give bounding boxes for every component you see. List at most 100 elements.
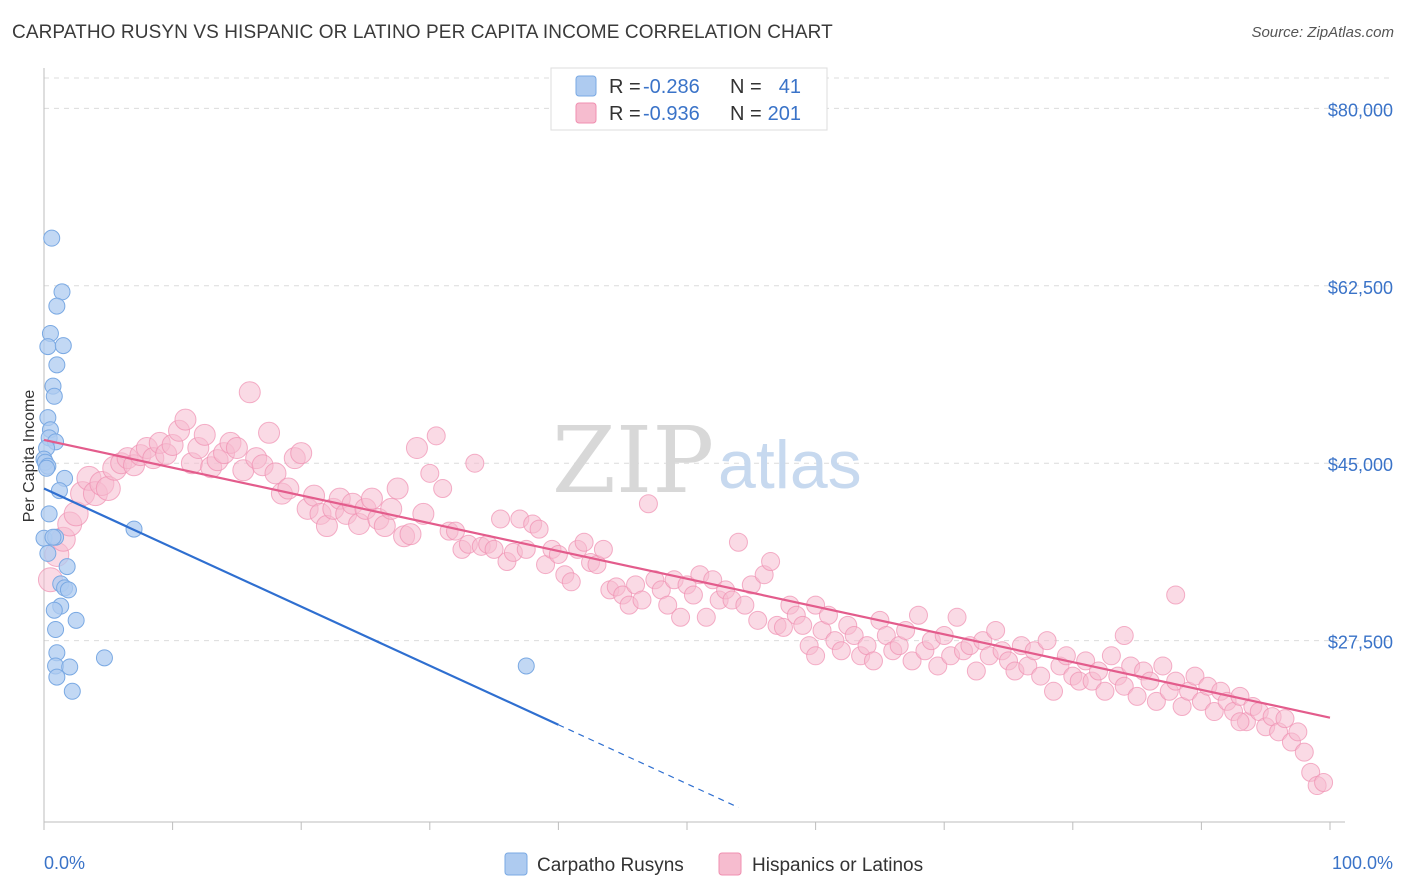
bottom-legend-label-hispanics: Hispanics or Latinos xyxy=(752,855,923,876)
y-tick-labels: $80,000 $62,500 $45,000 $27,500 xyxy=(1328,100,1393,652)
hispanics-point xyxy=(484,539,504,559)
carpatho-point xyxy=(40,505,58,523)
hispanics-point xyxy=(773,617,793,637)
carpatho-point xyxy=(95,649,113,667)
carpatho-point xyxy=(39,544,57,562)
hispanics-point xyxy=(1037,631,1057,651)
carpatho-point xyxy=(39,338,57,356)
hispanics-point xyxy=(1294,742,1314,762)
series-carpatho-points xyxy=(35,229,535,700)
hispanics-point xyxy=(1230,712,1250,732)
x-tick-labels: 0.0% 100.0% xyxy=(44,853,1393,873)
hispanics-point xyxy=(844,626,864,646)
hispanics-point xyxy=(1146,691,1166,711)
hispanics-point xyxy=(465,453,485,473)
hispanics-point xyxy=(426,426,446,446)
carpatho-point xyxy=(54,337,72,355)
hispanics-point xyxy=(1275,709,1295,729)
hispanics-trend-line xyxy=(43,438,1331,719)
hispanics-point xyxy=(1044,681,1064,701)
watermark-zip: ZIP xyxy=(552,407,714,514)
hispanics-point xyxy=(574,532,594,552)
hispanics-point xyxy=(986,620,1006,640)
hispanics-point xyxy=(1095,681,1115,701)
hispanics-point xyxy=(277,477,300,500)
hispanics-point xyxy=(238,381,261,404)
stats-legend-box xyxy=(550,67,828,131)
x-tick-label-max: 100.0% xyxy=(1332,853,1393,873)
bottom-legend-swatch-carpatho xyxy=(504,852,528,876)
carpatho-point xyxy=(59,581,77,599)
hispanics-point xyxy=(658,595,678,615)
carpatho-point xyxy=(517,657,535,675)
hispanics-point xyxy=(433,479,453,499)
hispanics-point xyxy=(412,502,435,525)
hispanics-point xyxy=(264,462,287,485)
hispanics-point xyxy=(258,421,281,444)
legend-n-value-1: 41 xyxy=(779,76,801,98)
x-tick-label-min: 0.0% xyxy=(44,853,85,873)
hispanics-point xyxy=(908,605,928,625)
stats-legend: R = -0.286 N = 41 R = -0.936 N = 201 xyxy=(550,67,828,131)
legend-r-label-1: R = xyxy=(609,76,641,98)
legend-r-label-2: R = xyxy=(609,103,641,125)
legend-swatch-carpatho xyxy=(575,75,597,97)
legend-r-value-1: -0.286 xyxy=(643,76,700,98)
y-tick-label: $80,000 xyxy=(1328,100,1393,120)
watermark-atlas: atlas xyxy=(718,427,862,503)
hispanics-point xyxy=(741,575,761,595)
hispanics-point xyxy=(561,572,581,592)
carpatho-point xyxy=(47,620,65,638)
hispanics-point xyxy=(1031,666,1051,686)
hispanics-point xyxy=(831,641,851,661)
bottom-legend-label-carpatho: Carpatho Rusyns xyxy=(537,855,684,876)
hispanics-point xyxy=(193,423,216,446)
hispanics-point xyxy=(174,408,197,431)
hispanics-point xyxy=(728,532,748,552)
hispanics-point xyxy=(1185,666,1205,686)
hispanics-point xyxy=(399,523,422,546)
carpatho-point xyxy=(67,611,85,629)
hispanics-point xyxy=(638,494,658,514)
carpatho-point xyxy=(44,528,62,546)
source-label: Source: ZipAtlas.com xyxy=(1251,24,1394,41)
y-axis-label: Per Capita Income xyxy=(21,390,38,523)
hispanics-point xyxy=(1127,686,1147,706)
hispanics-point xyxy=(1114,676,1134,696)
hispanics-point xyxy=(225,437,248,459)
legend-n-value-2: 201 xyxy=(768,103,801,125)
carpatho-point xyxy=(48,356,66,374)
hispanics-point xyxy=(683,585,703,605)
grid-lines xyxy=(44,77,1392,642)
hispanics-point xyxy=(1114,626,1134,646)
y-tick-label: $45,000 xyxy=(1328,455,1393,475)
bottom-legend-swatch-hispanics xyxy=(718,852,742,876)
chart-title: CARPATHO RUSYN VS HISPANIC OR LATINO PER… xyxy=(12,22,833,43)
trend-lines xyxy=(43,438,1331,808)
hispanics-point xyxy=(548,544,568,564)
hispanics-point xyxy=(1153,656,1173,676)
hispanics-point xyxy=(761,552,781,572)
hispanics-point xyxy=(947,607,967,627)
y-tick-label: $27,500 xyxy=(1328,633,1393,653)
hispanics-point xyxy=(290,442,313,465)
hispanics-point xyxy=(928,656,948,676)
hispanics-point xyxy=(632,590,652,610)
hispanics-point xyxy=(671,607,691,627)
carpatho-point xyxy=(53,283,71,301)
hispanics-point xyxy=(1288,722,1308,742)
hispanics-point xyxy=(593,539,613,559)
hispanics-point xyxy=(1204,702,1224,722)
hispanics-point xyxy=(806,646,826,666)
hispanics-point xyxy=(360,487,383,510)
hispanics-point xyxy=(748,610,768,630)
carpatho-point xyxy=(58,558,76,576)
carpatho-point xyxy=(61,658,79,676)
hispanics-point xyxy=(902,651,922,671)
y-tick-label: $62,500 xyxy=(1328,278,1393,298)
hispanics-point xyxy=(386,477,409,500)
legend-n-label-1: N = xyxy=(730,76,762,98)
carpatho-trend-line xyxy=(43,487,559,726)
hispanics-point xyxy=(1166,585,1186,605)
